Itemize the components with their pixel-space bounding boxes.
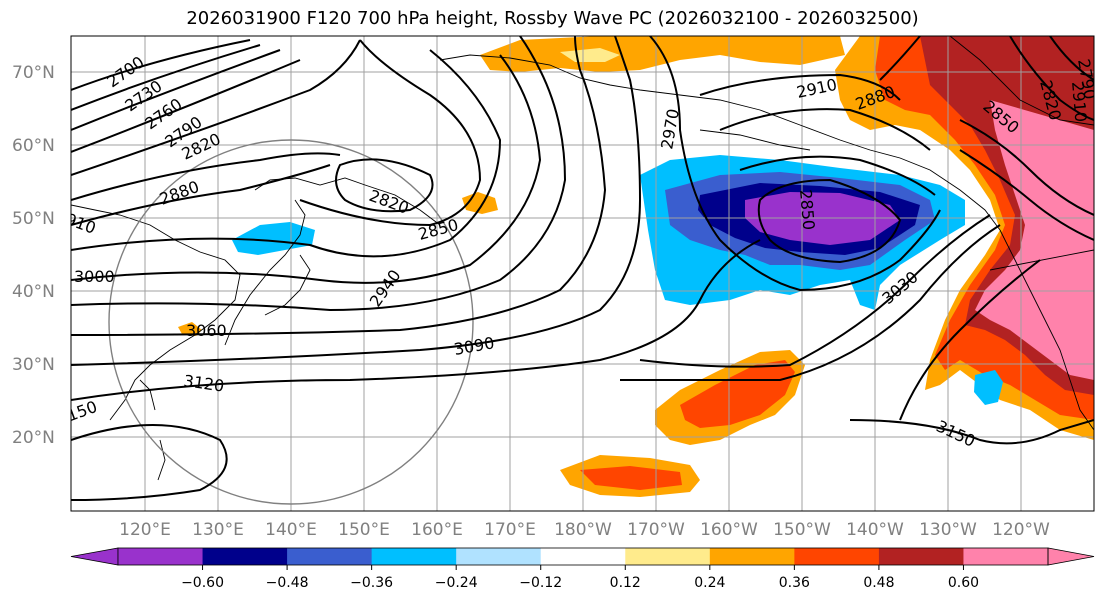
colorbar-tick-label: 0.48	[863, 575, 894, 591]
range-circle	[108, 139, 474, 505]
lon-label: 130°W	[919, 520, 977, 540]
colorbar-segment	[371, 548, 457, 565]
lon-label: 170°E	[484, 520, 536, 540]
colorbar-segment	[287, 548, 373, 565]
colorbar-extend-max	[1047, 547, 1095, 566]
contour-label: 3000	[74, 267, 115, 286]
colorbar-segment	[456, 548, 542, 565]
map-title: 2026031900 F120 700 hPa height, Rossby W…	[186, 8, 919, 29]
lat-label: 50°N	[12, 209, 55, 229]
lon-label: 150°W	[773, 520, 831, 540]
lon-label: 160°W	[700, 520, 758, 540]
lat-label: 30°N	[12, 355, 55, 375]
height-contours	[71, 36, 1094, 501]
lon-label: 170°W	[627, 520, 685, 540]
longitude-labels: 120°E 130°E 140°E 150°E 160°E 170°E 180°…	[119, 520, 1050, 540]
lat-label: 40°N	[12, 282, 55, 302]
lon-label: 180°W	[554, 520, 612, 540]
colorbar-tick-label: −0.24	[435, 575, 478, 591]
map-frame	[70, 35, 1095, 512]
colorbar-segment	[625, 548, 711, 565]
colorbar-tick-label: −0.60	[181, 575, 224, 591]
latitude-labels: 70°N 60°N 50°N 40°N 30°N 20°N	[12, 63, 55, 448]
graticule	[71, 36, 1094, 511]
map-panel: 2700 2730 2760 2790 2820 2880 2910 3000 …	[71, 36, 1094, 511]
lon-label: 130°E	[192, 520, 244, 540]
colorbar-segment	[118, 548, 204, 565]
lat-label: 20°N	[12, 428, 55, 448]
contour-label: 3060	[186, 321, 227, 340]
colorbar-tick-label: −0.12	[519, 575, 562, 591]
lon-label: 140°W	[846, 520, 904, 540]
colorbar-tick-label: 0.36	[779, 575, 810, 591]
colorbar-tick-label: 0.24	[694, 575, 725, 591]
lat-label: 60°N	[12, 136, 55, 156]
colorbar-segment	[963, 548, 1049, 565]
lon-label: 150°E	[338, 520, 390, 540]
colorbar-segment	[709, 548, 795, 565]
coastlines	[71, 36, 1094, 481]
lon-label: 160°E	[411, 520, 463, 540]
lon-label: 120°W	[992, 520, 1050, 540]
colorbar-tick-label: 0.60	[948, 575, 979, 591]
colorbar-frame	[117, 547, 1049, 566]
lat-label: 70°N	[12, 63, 55, 83]
lon-label: 140°E	[265, 520, 317, 540]
colorbar: −0.60 −0.48 −0.36 −0.24 −0.12 0.12 0.24 0.36 0.4…	[70, 547, 1095, 591]
colorbar-extend-min	[70, 547, 119, 566]
contour-label: 2910	[1068, 81, 1090, 123]
colorbar-tick-label: 0.12	[610, 575, 641, 591]
colorbar-tick-label: −0.36	[350, 575, 393, 591]
colorbar-tick-label: −0.48	[266, 575, 309, 591]
colorbar-segment	[794, 548, 880, 565]
colorbar-segment	[878, 548, 964, 565]
colorbar-segment	[202, 548, 288, 565]
colorbar-segment	[540, 548, 626, 565]
contour-label: 2850	[796, 189, 818, 231]
lon-label: 120°E	[119, 520, 171, 540]
